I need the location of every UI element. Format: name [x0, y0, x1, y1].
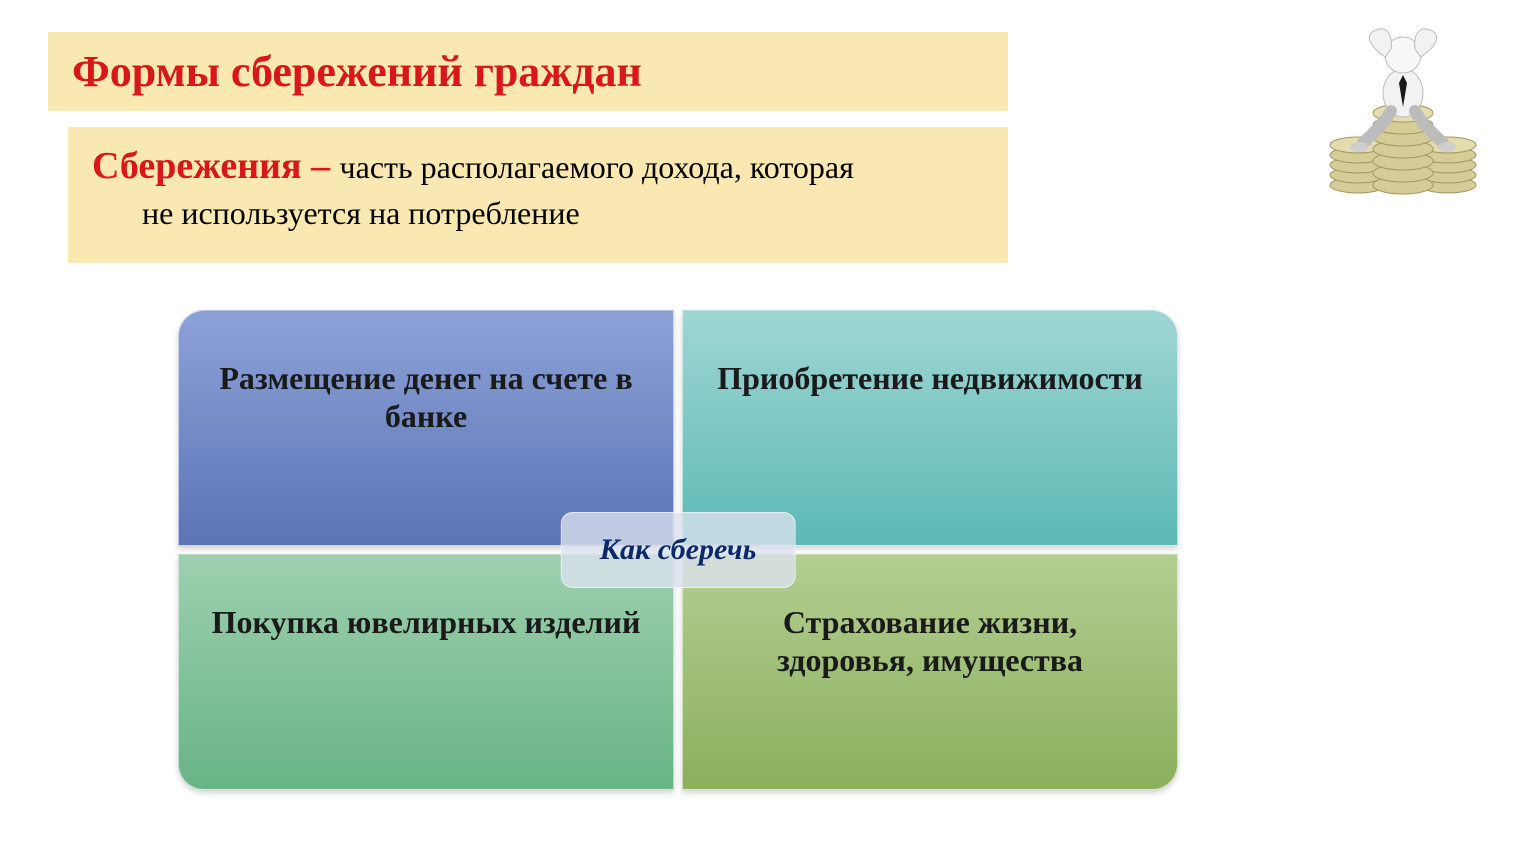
savings-grid: Размещение денег на счете в банке Приобр… — [178, 310, 1178, 790]
definition-text-line2: не используется на потребление — [92, 192, 984, 235]
grid-center-label: Как сберечь — [561, 512, 796, 588]
definition-box: Сбережения – часть располагаемого дохода… — [68, 127, 1008, 263]
grid-cell-bank-deposit: Размещение денег на счете в банке — [178, 310, 674, 546]
mascot-icon — [1313, 15, 1493, 205]
page-title: Формы сбережений граждан — [48, 32, 1008, 111]
grid-cell-jewelry: Покупка ювелирных изделий — [178, 554, 674, 790]
definition-text-line1: часть располагаемого дохода, которая — [340, 149, 854, 185]
slide: Формы сбережений граждан Сбережения – ча… — [0, 0, 1533, 864]
grid-cell-insurance: Страхование жизни, здоровья, имущества — [682, 554, 1178, 790]
definition-separator: – — [302, 145, 340, 187]
grid-cell-real-estate: Приобретение недвижимости — [682, 310, 1178, 546]
definition-term: Сбережения — [92, 145, 302, 187]
